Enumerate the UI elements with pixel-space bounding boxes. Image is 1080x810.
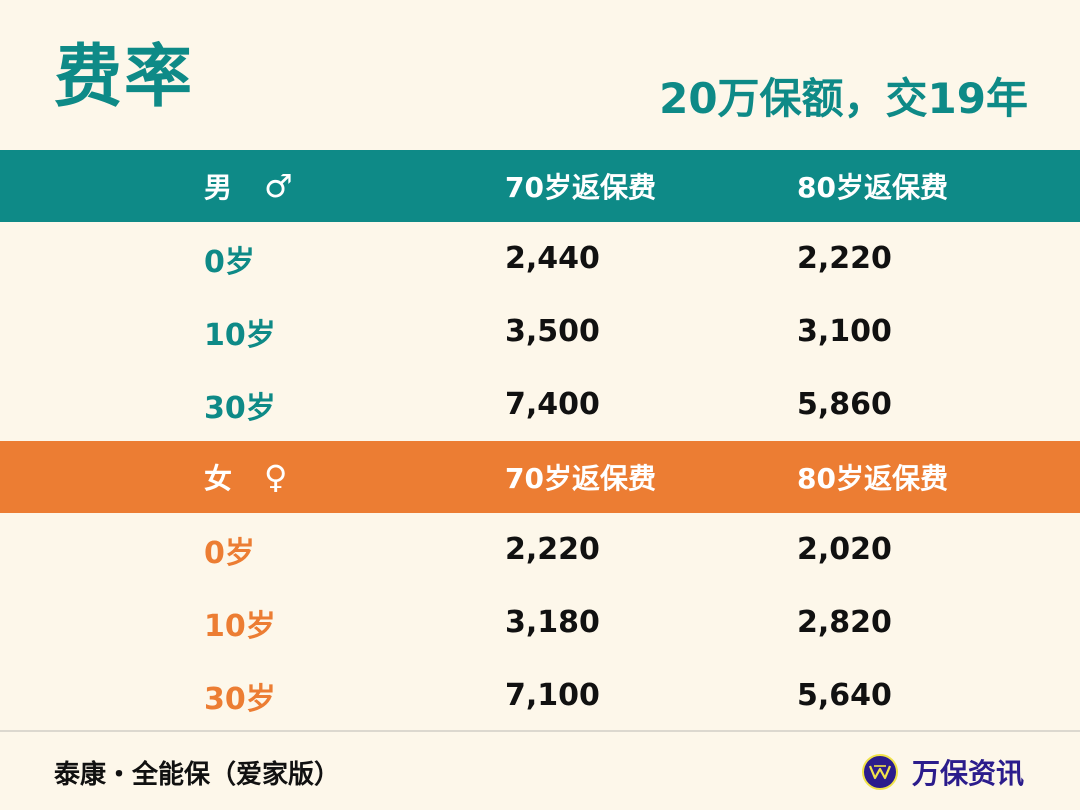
value-70-cell: 7,100 (505, 678, 600, 713)
value-80-cell: 5,860 (797, 387, 892, 422)
value-80-cell: 5,640 (797, 678, 892, 713)
male-col-80: 80岁返保费 (797, 171, 948, 204)
value-70-cell: 7,400 (505, 387, 600, 422)
male-label: 男 (204, 171, 233, 204)
age-cell: 10岁 (204, 608, 276, 644)
age-cell: 30岁 (204, 390, 276, 426)
table-row: 10岁 3,500 3,100 (0, 295, 1080, 368)
brand-name: 万保资讯 (912, 757, 1025, 790)
product-name: 泰康・全能保（爱家版） (54, 760, 341, 790)
age-cell: 0岁 (204, 535, 255, 571)
w-logo-icon (862, 754, 898, 790)
age-cell: 0岁 (204, 244, 255, 280)
age-cell: 30岁 (204, 681, 276, 717)
value-80-cell: 2,820 (797, 605, 892, 640)
page-title: 费率 (54, 38, 195, 117)
brand-logo: 万保资讯 (862, 752, 1024, 792)
rate-table: 男 ♂ 70岁返保费 80岁返保费 0岁 2,440 2,220 10岁 3,5… (0, 150, 1080, 732)
male-symbol-icon: ♂ (264, 167, 293, 205)
value-80-cell: 2,220 (797, 241, 892, 276)
table-row: 30岁 7,400 5,860 (0, 368, 1080, 441)
footer-divider (0, 730, 1080, 732)
table-row: 10岁 3,180 2,820 (0, 586, 1080, 659)
female-col-80: 80岁返保费 (797, 462, 948, 495)
table-row: 0岁 2,440 2,220 (0, 222, 1080, 295)
value-70-cell: 3,180 (505, 605, 600, 640)
female-label: 女 (204, 462, 233, 495)
value-70-cell: 2,220 (505, 532, 600, 567)
value-80-cell: 2,020 (797, 532, 892, 567)
male-col-70: 70岁返保费 (505, 171, 656, 204)
value-80-cell: 3,100 (797, 314, 892, 349)
page-subtitle: 20万保额，交19年 (659, 74, 1028, 123)
female-col-70: 70岁返保费 (505, 462, 656, 495)
female-symbol-icon: ♀ (264, 458, 288, 496)
table-row: 0岁 2,220 2,020 (0, 513, 1080, 586)
male-header-row: 男 ♂ 70岁返保费 80岁返保费 (0, 150, 1080, 222)
value-70-cell: 3,500 (505, 314, 600, 349)
female-header-row: 女 ♀ 70岁返保费 80岁返保费 (0, 441, 1080, 513)
age-cell: 10岁 (204, 317, 276, 353)
table-row: 30岁 7,100 5,640 (0, 659, 1080, 732)
value-70-cell: 2,440 (505, 241, 600, 276)
